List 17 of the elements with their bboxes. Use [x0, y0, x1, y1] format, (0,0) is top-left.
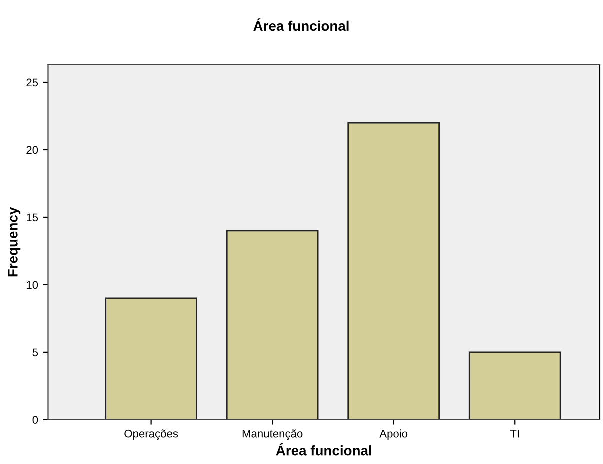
y-axis-title: Frequency: [8, 207, 21, 277]
x-tick-label: TI: [510, 430, 520, 438]
chart-title: Área funcional: [254, 18, 349, 32]
y-tick-label: 15: [27, 214, 38, 222]
bar: [226, 230, 319, 420]
bar: [105, 298, 198, 420]
y-tick-label: 0: [32, 416, 38, 424]
y-tick-label: 5: [32, 348, 38, 357]
y-tick-label: 10: [27, 281, 38, 290]
y-tick-label: 25: [26, 78, 38, 87]
y-tick-label: 20: [26, 146, 38, 154]
x-tick-label: Apoio: [380, 430, 408, 440]
bar: [348, 122, 440, 420]
x-axis-title: Área funcional: [276, 443, 372, 456]
x-tick-label: Manutenção: [242, 430, 303, 440]
x-tick-label: Operações: [124, 430, 178, 440]
bar: [468, 352, 562, 420]
